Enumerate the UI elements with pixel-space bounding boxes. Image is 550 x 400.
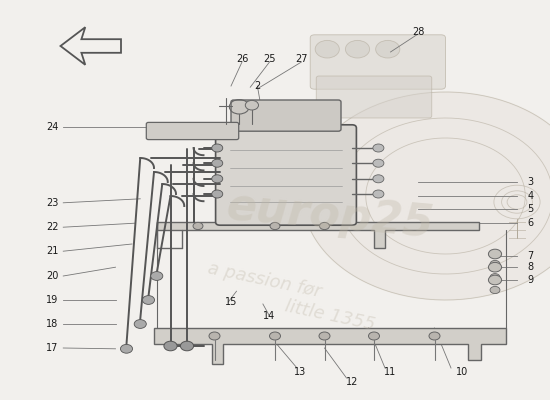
- Circle shape: [429, 332, 440, 340]
- Circle shape: [320, 222, 329, 230]
- Circle shape: [373, 159, 384, 167]
- Text: 12: 12: [346, 377, 358, 387]
- Text: 14: 14: [263, 311, 276, 321]
- Circle shape: [212, 159, 223, 167]
- Text: 4: 4: [527, 191, 534, 201]
- Circle shape: [490, 274, 500, 281]
- Text: 7: 7: [527, 251, 534, 261]
- Text: 13: 13: [294, 367, 306, 377]
- Circle shape: [368, 332, 379, 340]
- Text: 25: 25: [263, 54, 276, 64]
- Text: 22: 22: [46, 222, 58, 232]
- Text: 20: 20: [46, 271, 58, 281]
- Text: 8: 8: [527, 262, 534, 272]
- Polygon shape: [157, 222, 478, 248]
- Circle shape: [212, 144, 223, 152]
- Circle shape: [488, 249, 502, 259]
- FancyBboxPatch shape: [231, 100, 341, 131]
- Circle shape: [490, 286, 500, 294]
- Text: 28: 28: [412, 27, 424, 37]
- Text: a passion før: a passion før: [206, 259, 322, 301]
- Text: europ25: europ25: [224, 186, 436, 246]
- Circle shape: [319, 332, 330, 340]
- Text: 10: 10: [456, 367, 468, 377]
- FancyBboxPatch shape: [146, 122, 239, 140]
- Circle shape: [373, 175, 384, 183]
- Circle shape: [315, 40, 339, 58]
- Circle shape: [490, 260, 500, 268]
- Circle shape: [134, 320, 146, 328]
- Circle shape: [373, 144, 384, 152]
- Polygon shape: [302, 92, 550, 300]
- Text: 15: 15: [225, 297, 237, 307]
- Text: 5: 5: [527, 204, 534, 214]
- Circle shape: [193, 222, 203, 230]
- Circle shape: [488, 262, 502, 272]
- Circle shape: [212, 190, 223, 198]
- Circle shape: [488, 275, 502, 285]
- Text: 18: 18: [46, 319, 58, 329]
- Circle shape: [120, 344, 133, 353]
- Text: 11: 11: [384, 367, 397, 377]
- Circle shape: [345, 40, 370, 58]
- Circle shape: [376, 40, 400, 58]
- Circle shape: [164, 341, 177, 351]
- Text: 2: 2: [254, 81, 261, 91]
- Text: 24: 24: [46, 122, 58, 132]
- FancyBboxPatch shape: [216, 125, 356, 225]
- Circle shape: [270, 332, 280, 340]
- Text: 3: 3: [527, 177, 534, 187]
- Text: 6: 6: [527, 218, 534, 228]
- Circle shape: [212, 175, 223, 183]
- Text: 17: 17: [46, 343, 58, 353]
- Text: 21: 21: [46, 246, 58, 256]
- Circle shape: [142, 296, 155, 304]
- FancyBboxPatch shape: [310, 35, 446, 89]
- Circle shape: [270, 222, 280, 230]
- Circle shape: [245, 100, 258, 110]
- FancyBboxPatch shape: [316, 76, 432, 118]
- Circle shape: [151, 272, 163, 280]
- Text: 23: 23: [46, 198, 58, 208]
- Text: 26: 26: [236, 54, 248, 64]
- Text: 19: 19: [46, 295, 58, 305]
- Text: 27: 27: [295, 54, 307, 64]
- Circle shape: [180, 341, 194, 351]
- Text: 9: 9: [527, 275, 534, 285]
- Polygon shape: [154, 328, 506, 364]
- Circle shape: [209, 332, 220, 340]
- Text: little 1355: little 1355: [283, 298, 377, 334]
- Circle shape: [373, 190, 384, 198]
